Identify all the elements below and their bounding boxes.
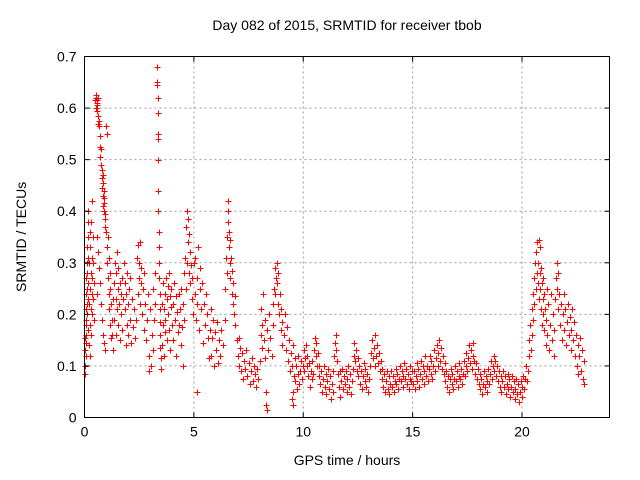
y-tick-label: 0.1 (57, 358, 77, 374)
y-tick-label: 0.4 (57, 203, 77, 219)
y-tick-label: 0.7 (57, 49, 77, 65)
x-tick-label: 5 (190, 424, 198, 440)
plot-border (84, 56, 610, 418)
chart-title: Day 082 of 2015, SRMTID for receiver tbo… (212, 17, 482, 33)
x-tick-label: 10 (295, 424, 311, 440)
y-tick-label: 0.6 (57, 100, 77, 116)
y-tick-label: 0.3 (57, 255, 77, 271)
x-tick-label: 15 (405, 424, 421, 440)
x-tick-label: 20 (514, 424, 530, 440)
x-tick-label: 0 (81, 424, 89, 440)
y-tick-label: 0.2 (57, 306, 77, 322)
y-tick-label: 0 (69, 410, 77, 426)
x-axis-label: GPS time / hours (293, 452, 401, 468)
y-tick-label: 0.5 (57, 152, 77, 168)
scatter-points (82, 64, 588, 414)
